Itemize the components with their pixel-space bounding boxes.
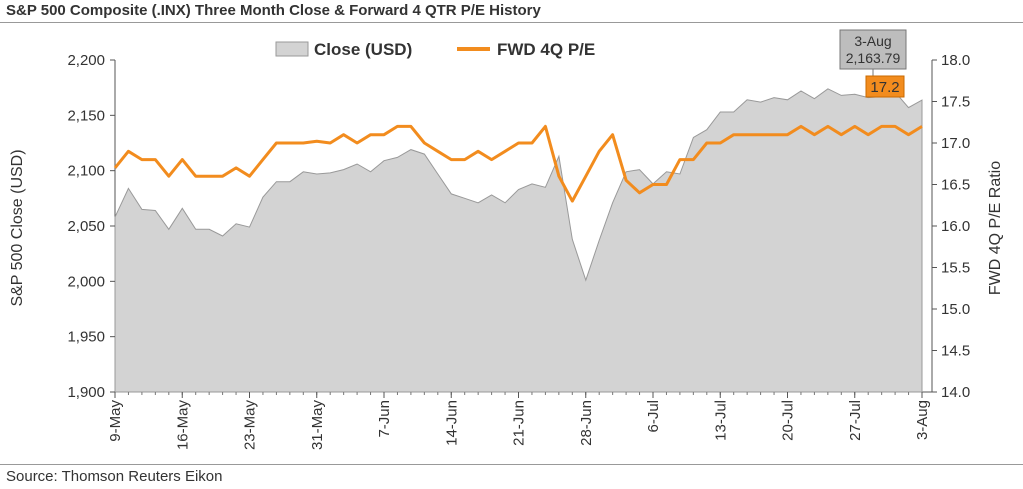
x-tick-label: 7-Jun: [376, 400, 393, 438]
close-area: [114, 88, 923, 393]
right-tick-label: 16.0: [941, 218, 970, 235]
x-tick-label: 6-Jul: [645, 400, 662, 433]
right-axis-title: FWD 4Q P/E Ratio: [987, 161, 1004, 295]
right-tick-label: 17.5: [941, 94, 970, 111]
left-axis-title: S&P 500 Close (USD): [9, 149, 26, 306]
x-tick-label: 31-May: [309, 400, 326, 451]
legend-close-swatch: [275, 41, 309, 57]
close-area-layer: [114, 88, 923, 393]
right-tick-label: 15.5: [941, 260, 970, 277]
callout-pe-value: 17.2: [870, 79, 899, 96]
callout-close-value: 2,163.79: [846, 50, 901, 66]
latest-value-callout: 3-Aug 2,163.79 17.2: [839, 29, 907, 98]
right-tick-label: 17.0: [941, 135, 970, 152]
left-axis: 1,900 1,950 2,000 2,050 2,100 2,150 2,200: [67, 52, 115, 401]
right-tick-label: 14.5: [941, 343, 970, 360]
left-tick-label: 2,200: [67, 52, 105, 69]
x-tick-label: 14-Jun: [443, 400, 460, 446]
pe-line-layer: [113, 124, 923, 203]
x-tick-label: 27-Jul: [847, 400, 864, 441]
source-note: Source: Thomson Reuters Eikon: [6, 468, 223, 485]
left-tick-label: 2,100: [67, 163, 105, 180]
right-tick-label: 15.0: [941, 301, 970, 318]
x-tick-label: 21-Jun: [511, 400, 528, 446]
callout-close-box: [839, 29, 907, 70]
x-tick-label: 20-Jul: [780, 400, 797, 441]
title-divider: [0, 22, 1023, 23]
left-tick-label: 2,050: [67, 218, 105, 235]
right-axis: 14.0 14.5 15.0 15.5 16.0 16.5 17.0 17.5 18.0: [932, 52, 970, 401]
x-tick-label: 9-May: [107, 400, 124, 442]
pe-line: [113, 124, 923, 203]
left-tick-label: 2,150: [67, 107, 105, 124]
right-tick-label: 16.5: [941, 177, 970, 194]
x-tick-label: 3-Aug: [914, 400, 931, 440]
left-tick-label: 1,950: [67, 329, 105, 346]
footer-divider: [0, 464, 1023, 465]
left-tick-label: 1,900: [67, 384, 105, 401]
x-axis: 9-May 16-May 23-May 31-May 7-Jun 14-Jun 21-Jun…: [107, 392, 931, 450]
right-tick-label: 14.0: [941, 384, 970, 401]
callout-pe-box: [865, 75, 905, 98]
legend: Close (USD) FWD 4Q P/E: [275, 40, 595, 59]
x-tick-label: 23-May: [242, 400, 259, 451]
right-tick-label: 18.0: [941, 52, 970, 69]
x-tick-label: 13-Jul: [712, 400, 729, 441]
x-tick-label: 28-Jun: [578, 400, 595, 446]
legend-close-label: Close (USD): [314, 40, 412, 59]
chart-title: S&P 500 Composite (.INX) Three Month Clo…: [6, 2, 541, 19]
left-tick-label: 2,000: [67, 273, 105, 290]
callout-date: 3-Aug: [854, 33, 891, 49]
legend-pe-label: FWD 4Q P/E: [497, 40, 595, 59]
x-tick-label: 16-May: [174, 400, 191, 451]
